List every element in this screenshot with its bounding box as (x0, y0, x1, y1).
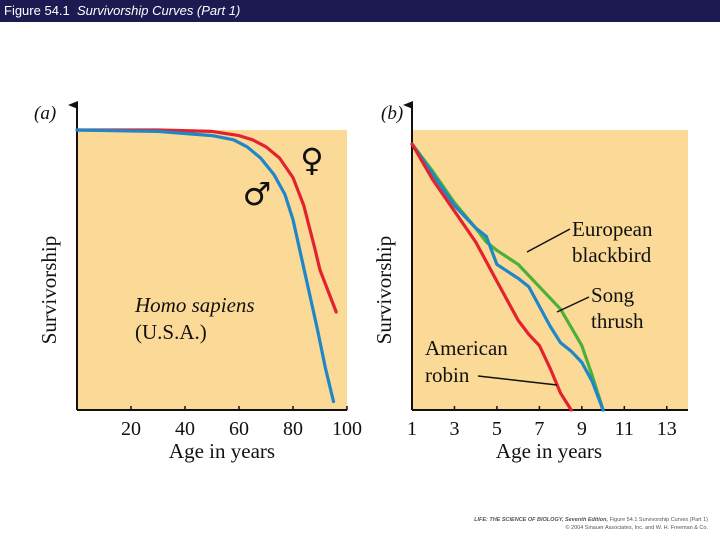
series-line-b-2 (410, 142, 573, 412)
legend-label-male: ♂ (243, 175, 272, 213)
x-tick-label-b-9: 9 (577, 418, 587, 440)
copyright-footer: LIFE: THE SCIENCE OF BIOLOGY, Seventh Ed… (474, 516, 708, 532)
series-line-a-0 (75, 128, 338, 314)
x-tick-label-b-11: 11 (615, 418, 634, 440)
footer-line-1: LIFE: THE SCIENCE OF BIOLOGY, Seventh Ed… (474, 516, 708, 524)
x-tick-label-a-60: 60 (229, 418, 249, 440)
legend-label-american-robin: American (425, 336, 508, 360)
x-axis-label-b: Age in years (496, 439, 602, 463)
x-tick-label-a-40: 40 (175, 418, 195, 440)
x-tick-label-a-100: 100 (332, 418, 362, 440)
legend-label-european-blackbird: European (572, 217, 653, 241)
figure-title: Survivorship Curves (Part 1) (77, 3, 241, 18)
legend-label-song-thrush: Song (591, 283, 635, 307)
x-tick-label-a-80: 80 (283, 418, 303, 440)
leader-line-robin (477, 375, 558, 386)
x-tick-label-a-20: 20 (121, 418, 141, 440)
legend-label-female: ♀ (300, 141, 323, 179)
leader-line-thrush (556, 296, 590, 313)
plot-area-b (412, 130, 688, 410)
series-line-b-1 (410, 142, 605, 412)
x-tick-label-b-7: 7 (534, 418, 544, 440)
leader-line-blackbird (526, 228, 571, 253)
legend-label-song-thrush-2: thrush (591, 309, 644, 333)
footer-line-2: © 2004 Sinauer Associates, Inc. and W. H… (565, 525, 708, 531)
annotation-region: (U.S.A.) (135, 320, 207, 344)
panel-label-b: (b) (381, 103, 403, 124)
panel-label-a: (a) (34, 103, 56, 124)
y-axis-label-b: Survivorship (372, 236, 396, 345)
legend-label-european-blackbird-2: blackbird (572, 243, 652, 267)
series-line-a-1 (75, 128, 336, 404)
x-axis-label-a: Age in years (169, 439, 275, 463)
legend-label-american-robin-2: robin (425, 363, 470, 387)
figure-title-bar: Figure 54.1 Survivorship Curves (Part 1) (0, 0, 720, 22)
x-tick-label-b-5: 5 (492, 418, 502, 440)
figure-number: Figure 54.1 (4, 3, 70, 18)
x-tick-label-b-1: 1 (407, 418, 417, 440)
y-axis-label-a: Survivorship (37, 236, 61, 345)
footer-book-title: LIFE: THE SCIENCE OF BIOLOGY, Seventh Ed… (474, 517, 609, 523)
footer-figure-ref: Figure 54.1 Survivorship Curves (Part 1) (609, 517, 708, 523)
annotation-species: Homo sapiens (134, 293, 255, 317)
panel-a: 20 40 60 80 100 Age in years Survivorship (a) ♀ ♂… (34, 101, 362, 463)
plot-area-a (77, 130, 347, 410)
x-tick-label-b-13: 13 (657, 418, 677, 440)
x-tick-label-b-3: 3 (449, 418, 459, 440)
